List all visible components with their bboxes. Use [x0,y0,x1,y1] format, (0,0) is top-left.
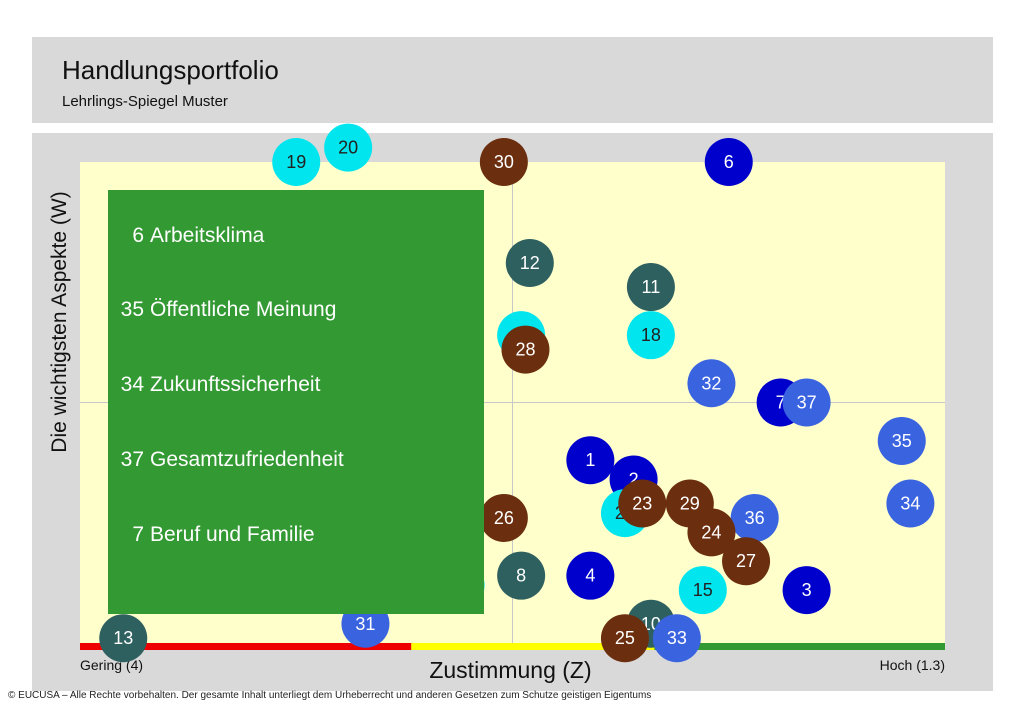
data-point-label: 35 [892,431,912,451]
data-point [626,263,675,312]
axis-band-red [80,643,412,650]
data-point-label: 27 [736,551,756,571]
data-point [722,537,771,586]
axis-band-green [654,643,945,650]
data-point-label: 7 [776,393,786,413]
data-point-label: 4 [585,566,595,586]
data-point [886,479,935,528]
legend-item-number: 34 [120,373,144,396]
data-point [566,436,615,485]
legend-item-number: 37 [120,448,144,471]
data-point [618,479,667,528]
data-point [652,614,701,663]
data-point-label: 23 [632,494,652,514]
data-point [782,566,831,615]
data-point-label: 32 [701,373,721,393]
legend-item-label: Beruf und Familie [150,523,315,546]
legend-item-label: Gesamtzufriedenheit [150,448,344,471]
data-point [687,359,736,408]
data-point [324,123,373,172]
data-point-label: 30 [494,152,514,172]
data-point [626,311,675,360]
data-point-label: 13 [113,628,133,648]
legend-item: 37 Gesamtzufriedenheit [108,448,484,472]
data-point [704,138,753,186]
legend-item-label: Arbeitsklima [150,224,265,247]
data-point [600,614,649,663]
legend-item-number: 35 [120,298,144,321]
legend-item-number: 7 [132,523,144,546]
y-axis-title: Die wichtigsten Aspekte (W) [48,191,71,452]
data-point [479,138,528,186]
data-point-label: 15 [693,580,713,600]
data-point [497,551,546,600]
data-point [505,239,554,288]
data-point-label: 12 [520,253,540,273]
header-panel: Handlungsportfolio Lehrlings-Spiegel Mus… [32,37,993,123]
data-point [877,416,926,465]
data-point [782,378,831,427]
data-point-label: 28 [515,340,535,360]
legend-item: 35 Öffentliche Meinung [108,298,484,322]
data-point [479,493,528,542]
data-point [687,508,736,557]
data-point-label: 37 [797,393,817,413]
data-point-label: 2 [629,469,639,489]
data-point [501,325,550,374]
legend-box: 6 Arbeitsklima 35 Öffentliche Meinung 34 Zu… [108,190,484,614]
copyright-footer: © EUCUSA – Alle Rechte vorbehalten. Der … [8,690,652,701]
data-point-label: 26 [494,508,514,528]
data-point-label: 25 [615,628,635,648]
legend-item-number: 6 [132,224,144,247]
legend-item: 34 Zukunftssicherheit [108,373,484,397]
legend-item: 6 Arbeitsklima [108,224,484,248]
data-point-label: 20 [338,138,358,158]
x-axis-high-label: Hoch (1.3) [880,657,945,673]
data-point-label: 31 [355,614,375,634]
axis-band-yellow [411,643,655,650]
data-point-label: 8 [516,566,526,586]
legend-item: 7 Beruf und Familie [108,523,484,547]
x-axis-title: Zustimmung (Z) [429,657,591,683]
data-point-label: 36 [745,508,765,528]
data-point-label: 6 [724,152,734,172]
data-point [99,614,148,663]
page-subtitle: Lehrlings-Spiegel Muster [62,93,228,110]
page-title: Handlungsportfolio [62,55,279,85]
data-point-label: 11 [642,277,661,297]
data-point [272,138,321,186]
data-point [566,551,615,600]
data-point-label: 24 [701,522,721,542]
data-point-label: 18 [641,325,661,345]
data-point-label: 34 [900,494,920,514]
legend-item-label: Zukunftssicherheit [150,373,321,396]
data-point [730,493,779,542]
data-point-label: 33 [667,628,687,648]
legend-item-label: Öffentliche Meinung [150,298,337,321]
data-point-label: 3 [802,580,812,600]
data-point [678,566,727,615]
data-point-label: 29 [680,494,700,514]
data-point-label: 19 [286,152,306,172]
data-point-label: 1 [585,450,595,470]
